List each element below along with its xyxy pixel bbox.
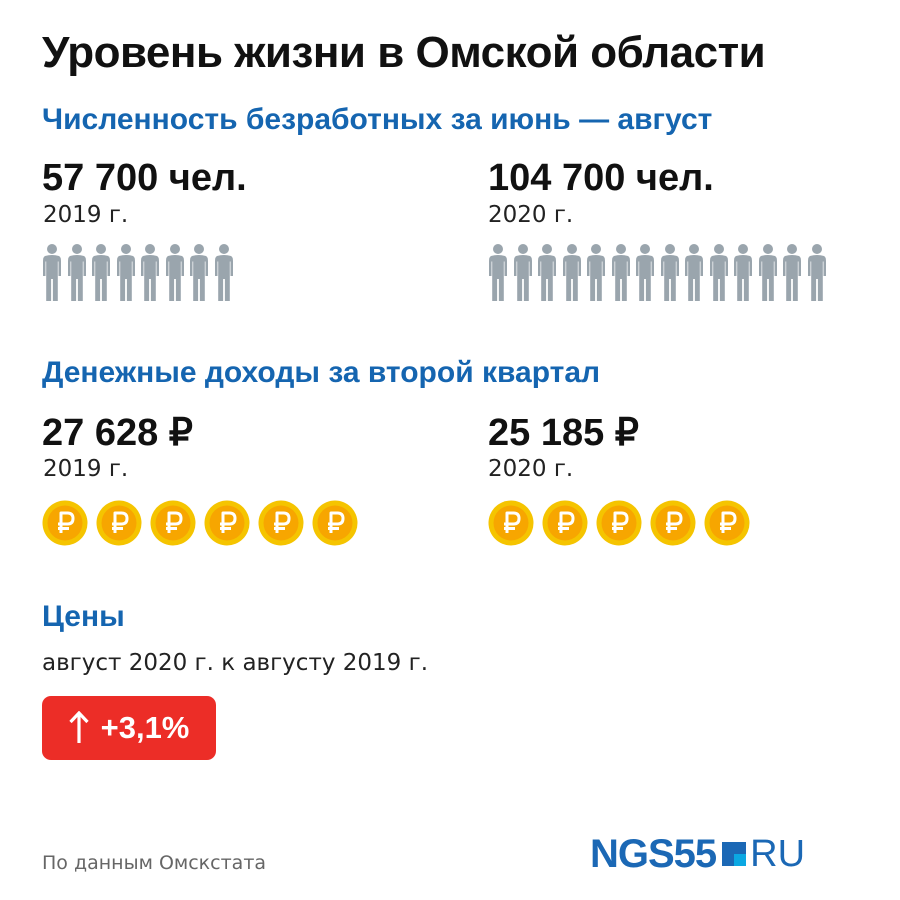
income-2020-year: 2020 г.: [488, 456, 574, 482]
ruble-coin-icon: [704, 500, 750, 546]
unemployment-2019-value: 57 700 чел.: [42, 157, 247, 199]
ruble-coin-icon: [258, 500, 304, 546]
person-icon: [488, 243, 508, 303]
ruble-coin-icon: [204, 500, 250, 546]
person-icon: [586, 243, 606, 303]
income-2019-year: 2019 г.: [43, 456, 129, 482]
ruble-coin-icon: [650, 500, 696, 546]
unemployment-heading: Численность безработных за июнь — август: [42, 103, 713, 136]
person-icon: [660, 243, 680, 303]
logo-text: NGS55: [590, 831, 717, 876]
person-icon: [611, 243, 631, 303]
price-change-badge: +3,1%: [42, 696, 216, 760]
person-icon: [189, 243, 209, 303]
people-icons-2019: [42, 243, 238, 303]
ruble-coin-icon: [96, 500, 142, 546]
person-icon: [67, 243, 87, 303]
price-change-value: +3,1%: [100, 710, 190, 745]
unemployment-2020-value: 104 700 чел.: [488, 157, 714, 199]
person-icon: [635, 243, 655, 303]
logo-domain: RU: [750, 832, 806, 875]
person-icon: [140, 243, 160, 303]
unemployment-2019-year: 2019 г.: [43, 202, 129, 228]
people-icons-2020: [488, 243, 831, 303]
person-icon: [758, 243, 778, 303]
source-note: По данным Омскстата: [42, 852, 267, 874]
income-heading: Денежные доходы за второй квартал: [42, 356, 601, 389]
ruble-coin-icon: [42, 500, 88, 546]
person-icon: [513, 243, 533, 303]
ruble-coin-icon: [542, 500, 588, 546]
prices-subline: август 2020 г. к августу 2019 г.: [42, 650, 429, 676]
person-icon: [733, 243, 753, 303]
ruble-coin-icon: [596, 500, 642, 546]
coin-icons-2019: [42, 500, 366, 546]
person-icon: [684, 243, 704, 303]
person-icon: [165, 243, 185, 303]
unemployment-2020-year: 2020 г.: [488, 202, 574, 228]
person-icon: [537, 243, 557, 303]
income-2020-value: 25 185 ₽: [488, 412, 639, 454]
ngs55-logo: NGS55 RU: [590, 831, 806, 876]
page-title: Уровень жизни в Омской области: [42, 28, 766, 77]
arrow-up-icon: [68, 711, 89, 745]
prices-heading: Цены: [42, 600, 125, 633]
coin-icons-2020: [488, 500, 758, 546]
person-icon: [214, 243, 234, 303]
person-icon: [42, 243, 62, 303]
income-2019-value: 27 628 ₽: [42, 412, 193, 454]
ruble-coin-icon: [312, 500, 358, 546]
person-icon: [562, 243, 582, 303]
ruble-coin-icon: [488, 500, 534, 546]
person-icon: [782, 243, 802, 303]
person-icon: [116, 243, 136, 303]
logo-squares-icon: [722, 842, 747, 866]
person-icon: [709, 243, 729, 303]
person-icon: [807, 243, 827, 303]
ruble-coin-icon: [150, 500, 196, 546]
person-icon: [91, 243, 111, 303]
